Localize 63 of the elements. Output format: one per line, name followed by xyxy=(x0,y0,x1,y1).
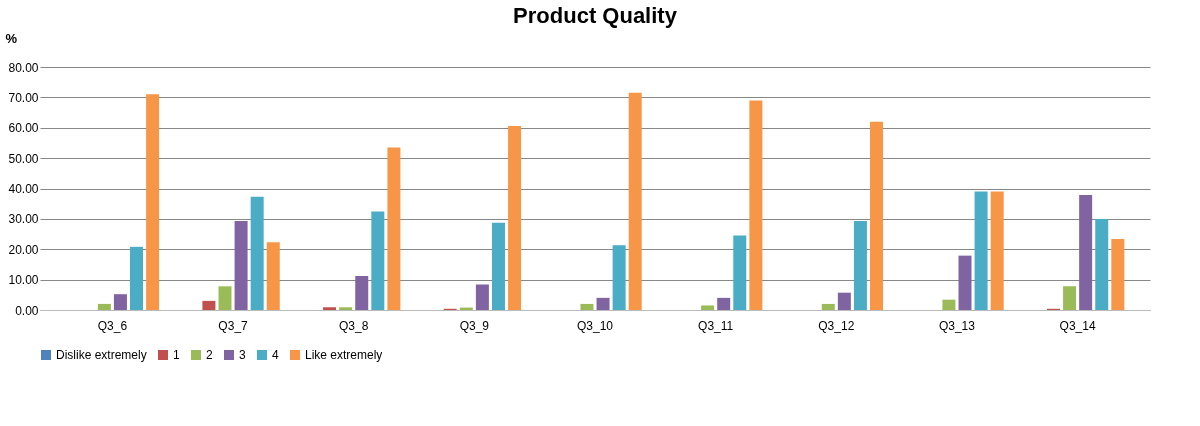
bar xyxy=(508,125,522,310)
bar xyxy=(990,191,1004,310)
x-tick-label: Q3_6 xyxy=(97,318,128,333)
x-tick-label: Q3_9 xyxy=(459,318,490,333)
bar xyxy=(266,242,280,310)
bar xyxy=(612,245,626,310)
y-tick-label: 50.00 xyxy=(8,151,39,166)
bar xyxy=(1079,194,1093,310)
bar xyxy=(853,221,867,310)
bar xyxy=(821,303,835,310)
y-axis-title: % xyxy=(5,30,18,46)
x-tick-label: Q3_8 xyxy=(339,318,369,333)
bar xyxy=(339,307,353,310)
bar xyxy=(146,94,160,310)
bar xyxy=(1095,218,1109,310)
y-tick-label: 60.00 xyxy=(8,121,39,136)
bar xyxy=(234,221,248,310)
bar xyxy=(130,246,144,310)
bar xyxy=(717,297,731,310)
bar xyxy=(580,303,594,310)
bar xyxy=(870,121,884,310)
legend-label: 2 xyxy=(206,348,213,362)
y-tick-label: 30.00 xyxy=(8,212,39,227)
legend-label: 4 xyxy=(272,348,279,362)
x-tick-label: Q3_14 xyxy=(1059,318,1096,333)
bar xyxy=(323,307,337,310)
bar xyxy=(355,275,369,310)
legend-label: 3 xyxy=(239,348,246,362)
legend-label: Dislike extremely xyxy=(56,348,147,362)
bar xyxy=(113,294,127,310)
y-tick-label: 40.00 xyxy=(8,182,39,196)
x-tick-label: Q3_13 xyxy=(938,318,976,333)
bar xyxy=(387,147,401,310)
bar xyxy=(371,211,385,310)
x-tick-label: Q3_12 xyxy=(818,318,855,333)
y-tick-label: 20.00 xyxy=(8,242,39,257)
y-tick-label: 0.00 xyxy=(15,303,39,318)
bar xyxy=(837,292,851,310)
bar xyxy=(250,196,264,310)
bar xyxy=(596,297,610,310)
bar xyxy=(974,191,988,310)
x-tick-label: Q3_7 xyxy=(218,318,249,333)
bar xyxy=(958,255,972,310)
legend-label: 1 xyxy=(173,348,180,362)
bar xyxy=(1111,238,1125,310)
bar xyxy=(749,100,763,310)
bar xyxy=(628,92,642,310)
bar xyxy=(218,286,232,310)
bar xyxy=(491,222,505,310)
bar xyxy=(97,303,111,310)
bar xyxy=(942,299,956,310)
bar xyxy=(701,305,715,310)
x-tick-label: Q3_10 xyxy=(576,318,614,333)
y-tick-label: 80.00 xyxy=(8,60,39,75)
bar xyxy=(733,235,747,310)
y-tick-label: 10.00 xyxy=(8,273,39,288)
bar xyxy=(202,300,216,310)
y-tick-label: 70.00 xyxy=(8,90,39,105)
bar xyxy=(475,284,489,310)
legend-label: Like extremely xyxy=(305,348,383,362)
chart-title: Product Quality xyxy=(513,3,678,28)
bar xyxy=(1063,286,1077,310)
x-tick-label: Q3_11 xyxy=(698,318,734,333)
